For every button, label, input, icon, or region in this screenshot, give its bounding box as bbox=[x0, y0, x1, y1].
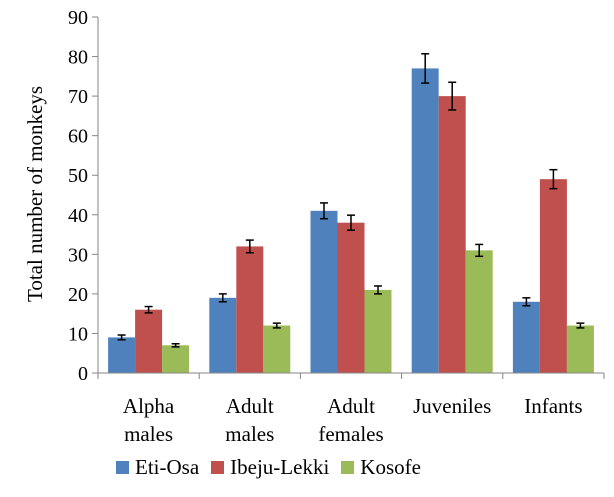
error-bar bbox=[347, 214, 355, 231]
bar-kosofe bbox=[364, 289, 392, 373]
y-tick-label: 50 bbox=[68, 165, 88, 187]
error-bar bbox=[272, 322, 281, 329]
legend-item-eti-osa: Eti-Osa bbox=[116, 455, 199, 480]
bar-ibeju-lekki bbox=[539, 179, 567, 373]
error-bar bbox=[144, 305, 153, 314]
error-bar bbox=[320, 202, 328, 220]
error-bar bbox=[421, 53, 430, 84]
legend-label: Ibeju-Lekki bbox=[230, 454, 330, 479]
bar-chart: Total number of monkeys 0 10 20 30 40 50 60 70 8… bbox=[23, 7, 605, 446]
error-bar bbox=[245, 239, 254, 254]
error-bar bbox=[549, 168, 558, 190]
y-tick-label: 30 bbox=[68, 244, 88, 266]
x-category-label: females bbox=[318, 422, 383, 446]
error-bar bbox=[576, 322, 585, 329]
bar-ibeju-lekki bbox=[337, 222, 365, 373]
x-category-label: Adult bbox=[226, 394, 274, 418]
legend-swatch bbox=[211, 460, 225, 474]
y-tick-label: 10 bbox=[68, 323, 88, 345]
bar-kosofe bbox=[566, 325, 594, 373]
error-bar bbox=[218, 293, 227, 303]
y-tick-label: 80 bbox=[68, 47, 88, 69]
bar-eti-osa bbox=[209, 297, 237, 373]
y-tick-label: 90 bbox=[68, 7, 88, 29]
y-tick-label: 70 bbox=[68, 86, 88, 108]
y-axis-title: Total number of monkeys bbox=[23, 86, 47, 302]
bar-eti-osa bbox=[310, 210, 338, 373]
bar-kosofe bbox=[162, 345, 190, 373]
y-tick-label: 0 bbox=[78, 363, 88, 385]
x-category-label: Juveniles bbox=[413, 394, 491, 418]
bar-kosofe bbox=[465, 250, 493, 373]
bar-ibeju-lekki bbox=[438, 96, 466, 373]
bar-eti-osa bbox=[108, 337, 136, 373]
bar-kosofe bbox=[263, 325, 291, 373]
x-category-label: Infants bbox=[524, 394, 582, 418]
legend-label: Eti-Osa bbox=[135, 454, 200, 479]
bar-eti-osa bbox=[512, 301, 540, 373]
legend-item-kosofe: Kosofe bbox=[341, 455, 421, 480]
x-category-label: males bbox=[124, 422, 173, 446]
legend-label: Kosofe bbox=[360, 454, 421, 479]
x-category-label: Adult bbox=[327, 394, 375, 418]
error-bar bbox=[374, 285, 382, 295]
x-category-label: Alpha bbox=[123, 394, 175, 418]
x-category-label: males bbox=[225, 422, 274, 446]
bar-ibeju-lekki bbox=[135, 309, 163, 373]
legend-swatch bbox=[341, 460, 355, 474]
error-bar bbox=[522, 297, 531, 307]
error-bar bbox=[448, 81, 457, 111]
error-bar bbox=[117, 334, 126, 341]
legend: Eti-Osa Ibeju-Lekki Kosofe bbox=[116, 452, 433, 482]
legend-swatch bbox=[116, 460, 129, 474]
legend-item-ibeju-lekki: Ibeju-Lekki bbox=[211, 455, 329, 480]
y-tick-label: 40 bbox=[68, 205, 88, 227]
y-tick-label: 60 bbox=[68, 126, 88, 148]
error-bar bbox=[171, 342, 180, 348]
bar-ibeju-lekki bbox=[236, 246, 264, 373]
y-tick-label: 20 bbox=[68, 284, 88, 306]
bar-eti-osa bbox=[411, 68, 439, 373]
error-bar bbox=[475, 243, 484, 258]
